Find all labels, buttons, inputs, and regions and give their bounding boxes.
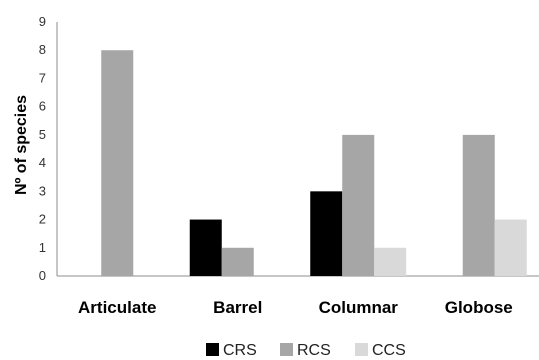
legend-swatch-ccs (355, 343, 368, 356)
bar-crs-barrel (189, 219, 222, 276)
bar-rcs-globose (462, 134, 495, 276)
category-label: Barrel (213, 298, 262, 317)
y-axis-title: Nº of species (13, 95, 30, 195)
legend: CRS RCS CCS (206, 342, 406, 359)
y-tick-label: 9 (39, 14, 46, 29)
y-tick-label: 2 (39, 212, 46, 227)
y-tick-label: 1 (39, 240, 46, 255)
y-tick-label: 4 (39, 155, 46, 170)
category-label: Articulate (78, 298, 156, 317)
legend-label: CCS (372, 342, 406, 359)
bar-rcs-articulate (101, 50, 134, 276)
legend-label: RCS (297, 342, 331, 359)
legend-swatch-crs (206, 343, 219, 356)
y-tick-label: 0 (39, 268, 46, 283)
bar-rcs-barrel (221, 247, 254, 276)
bar-crs-columnar (310, 191, 343, 276)
y-tick-label: 8 (39, 42, 46, 57)
category-label: Globose (445, 298, 513, 317)
y-tick-labels: 0 1 2 3 4 5 6 7 8 9 (39, 14, 46, 283)
y-tick-label: 3 (39, 183, 46, 198)
legend-label: CRS (223, 342, 257, 359)
bars (101, 50, 527, 276)
y-tick-label: 5 (39, 127, 46, 142)
y-tick-label: 6 (39, 99, 46, 114)
y-axis-title-group: Nº of species (13, 95, 30, 195)
category-label: Columnar (319, 298, 399, 317)
bar-ccs-columnar (374, 247, 407, 276)
bar-rcs-columnar (342, 134, 375, 276)
category-labels: Articulate Barrel Columnar Globose (78, 298, 513, 317)
legend-swatch-rcs (280, 343, 293, 356)
bar-ccs-globose (494, 219, 527, 276)
y-tick-label: 7 (39, 70, 46, 85)
